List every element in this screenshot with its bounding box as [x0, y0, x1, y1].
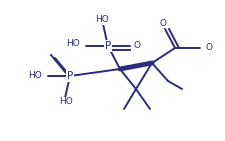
Text: HO: HO — [28, 71, 42, 81]
Text: HO: HO — [95, 16, 109, 25]
Text: P: P — [105, 41, 111, 51]
Text: HO: HO — [66, 38, 80, 48]
Text: O: O — [134, 41, 141, 50]
Text: O: O — [206, 44, 213, 52]
Text: HO: HO — [59, 97, 73, 106]
Text: O: O — [160, 18, 166, 27]
Text: P: P — [67, 71, 73, 81]
